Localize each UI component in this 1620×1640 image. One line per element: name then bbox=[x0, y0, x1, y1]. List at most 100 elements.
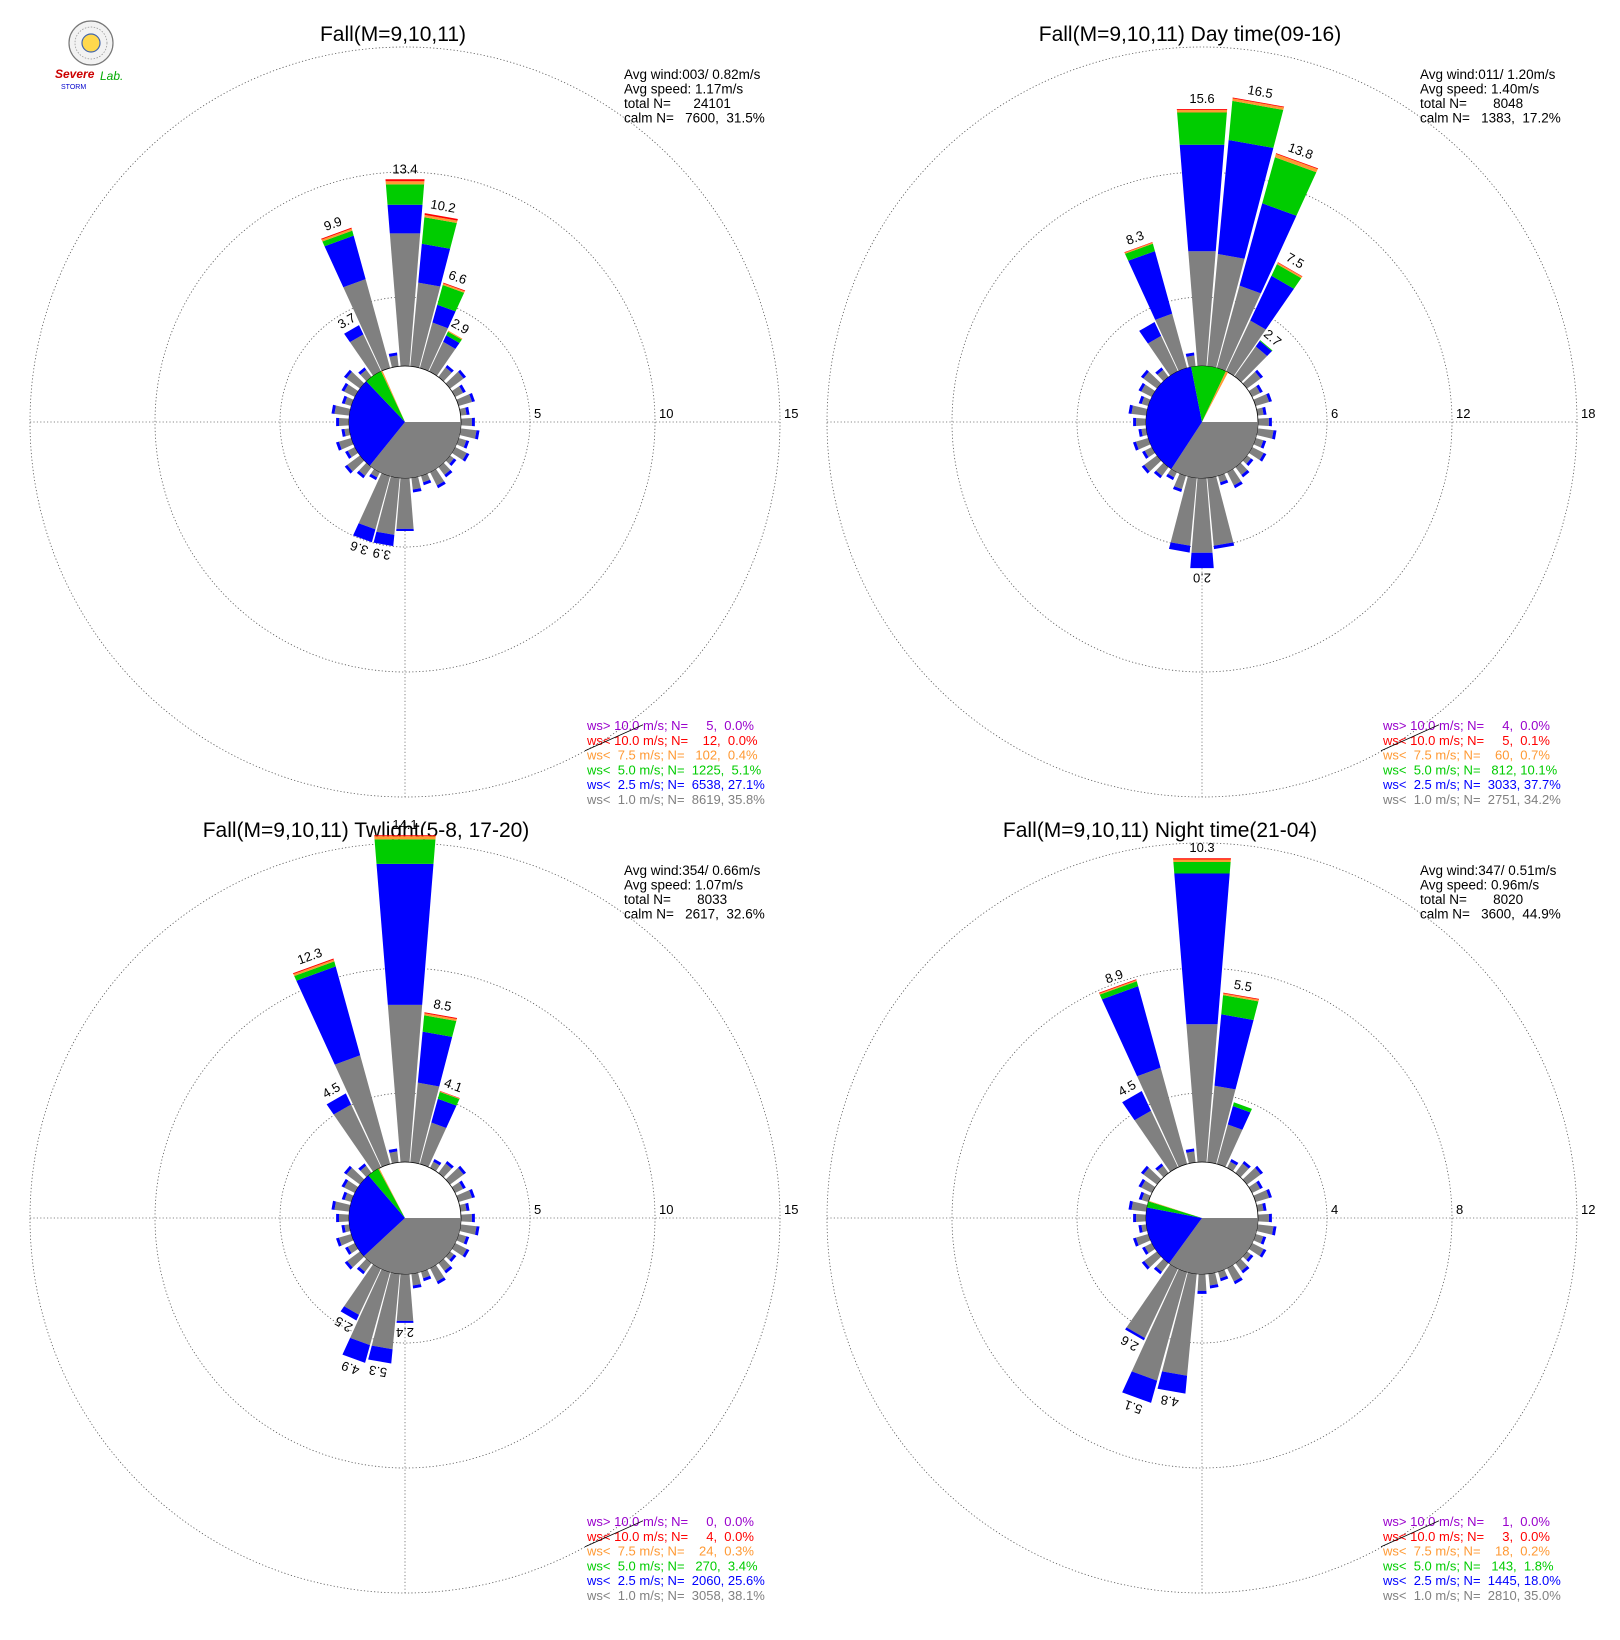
spoke-segment-lt5 bbox=[1262, 157, 1317, 216]
spoke-value-label: 5.1 bbox=[1122, 1397, 1144, 1417]
minor-spoke-gray bbox=[339, 1214, 350, 1222]
spoke-segment-lt2_5 bbox=[296, 966, 361, 1065]
minor-spoke-gray bbox=[338, 1233, 354, 1246]
spoke-segment-lt5 bbox=[1177, 112, 1227, 145]
minor-spoke-gray bbox=[1253, 1233, 1264, 1244]
minor-spoke-gray bbox=[1143, 371, 1162, 389]
minor-spoke-gray bbox=[1197, 1273, 1207, 1291]
minor-spoke-blue bbox=[1268, 1213, 1272, 1223]
minor-spoke-gray bbox=[344, 384, 359, 397]
ring-tick-label: 4 bbox=[1331, 1202, 1338, 1217]
logo-severe-text: Severe bbox=[55, 67, 95, 81]
spoke-segment-lt2_5 bbox=[1227, 1105, 1251, 1130]
spoke-segment-lt7_5 bbox=[1173, 859, 1231, 863]
minor-spoke-gray bbox=[1186, 1151, 1196, 1164]
minor-spoke-gray bbox=[1235, 1163, 1249, 1178]
minor-spoke-gray bbox=[1174, 473, 1187, 490]
minor-spoke-blue bbox=[465, 406, 470, 415]
spoke-value-label: 4.1 bbox=[442, 1075, 464, 1095]
legend-entry-lt2_5: ws< 2.5 m/s; N= 2060, 25.6% bbox=[586, 1573, 765, 1588]
chart-title: Fall(M=9,10,11) Twlight(5-8, 17-20) bbox=[203, 819, 530, 842]
spoke-segment-lt7_5 bbox=[1232, 98, 1284, 110]
minor-spoke-blue bbox=[1219, 479, 1229, 486]
spoke-segment-lt1 bbox=[410, 1082, 440, 1164]
minor-spoke-blue bbox=[1230, 1158, 1239, 1166]
minor-spoke-gray bbox=[339, 418, 350, 426]
minor-spoke-blue bbox=[1246, 458, 1254, 467]
severe-storm-lab-logo: Severe STORM Lab. bbox=[55, 20, 123, 91]
spoke-segment-lt5 bbox=[437, 285, 465, 312]
spoke-segment-lt1 bbox=[1126, 1264, 1178, 1339]
minor-spoke-gray bbox=[1141, 396, 1151, 407]
calm-pie-slice-lt1 bbox=[369, 422, 462, 479]
spoke-segment-lt1 bbox=[358, 472, 391, 530]
spoke-segment-lt2_5 bbox=[1157, 1371, 1188, 1394]
minor-spoke-blue bbox=[341, 1178, 349, 1188]
minor-spoke-blue bbox=[388, 352, 398, 357]
minor-spoke-gray bbox=[1227, 468, 1242, 486]
wind-rose-panel-3: Fall(M=9,10,11) Twlight(5-8, 17-20) 5 10 15… bbox=[29, 817, 798, 1603]
minor-spoke-gray bbox=[1217, 473, 1228, 483]
minor-spoke-gray bbox=[1136, 418, 1147, 426]
spoke-segment-lt10 bbox=[374, 835, 436, 837]
minor-spoke-blue bbox=[1272, 430, 1277, 440]
calm-pie-slice-lt5 bbox=[1146, 1201, 1202, 1218]
minor-spoke-gray bbox=[411, 476, 421, 490]
spoke-segment-lt5 bbox=[374, 839, 436, 864]
minor-spoke-blue bbox=[1241, 1265, 1250, 1274]
minor-spoke-blue bbox=[1142, 450, 1149, 459]
minor-spoke-blue bbox=[344, 1260, 353, 1270]
minor-spoke-gray bbox=[358, 1258, 372, 1272]
minor-spoke-gray bbox=[456, 1190, 473, 1203]
calm-pie-slice-lt5 bbox=[368, 1168, 405, 1218]
minor-spoke-gray bbox=[438, 367, 452, 382]
minor-spoke-gray bbox=[1257, 1213, 1269, 1223]
spoke-value-label: 4.9 bbox=[339, 1358, 361, 1378]
spoke-segment-lt2_5 bbox=[1250, 275, 1294, 330]
spoke-segment-lt10 bbox=[1098, 979, 1137, 994]
ring-tick-label: 6 bbox=[1331, 406, 1338, 421]
minor-spoke-blue bbox=[1254, 369, 1264, 379]
logo-storm-text: STORM bbox=[61, 84, 86, 91]
spoke-segment-lt7_5 bbox=[293, 959, 335, 977]
spoke-segment-lt7_5 bbox=[385, 181, 425, 185]
minor-spoke-blue bbox=[449, 458, 457, 467]
spoke-segment-lt1 bbox=[371, 1272, 400, 1350]
spoke-segment-lt7_5 bbox=[424, 1013, 457, 1021]
spoke-segment-lt2_5 bbox=[1101, 986, 1161, 1077]
spoke-segment-lt5 bbox=[322, 230, 354, 247]
minor-spoke-gray bbox=[445, 1251, 455, 1260]
minor-spoke-blue bbox=[462, 1248, 470, 1258]
range-ring bbox=[154, 171, 656, 673]
spoke-segment-lt1 bbox=[1191, 477, 1213, 553]
minor-spoke-blue bbox=[436, 1277, 446, 1285]
minor-spoke-blue bbox=[1197, 1290, 1207, 1294]
spoke-segment-lt10 bbox=[1275, 153, 1319, 170]
minor-spoke-blue bbox=[341, 382, 349, 392]
stats-line: calm N= 3600, 44.9% bbox=[1420, 907, 1561, 922]
minor-spoke-blue bbox=[1185, 1148, 1195, 1153]
minor-spoke-blue bbox=[1242, 1160, 1251, 1169]
minor-spoke-gray bbox=[460, 417, 472, 427]
spoke-segment-lt2_5 bbox=[373, 531, 395, 547]
minor-spoke-blue bbox=[1256, 1180, 1263, 1189]
minor-spoke-blue bbox=[1260, 1236, 1267, 1245]
minor-spoke-gray bbox=[451, 1182, 464, 1193]
minor-spoke-blue bbox=[469, 1188, 475, 1199]
minor-spoke-blue bbox=[1262, 1202, 1267, 1211]
minor-spoke-gray bbox=[456, 394, 473, 407]
minor-spoke-blue bbox=[1259, 452, 1267, 462]
spoke-value-label: 2.0 bbox=[1193, 571, 1211, 586]
minor-spoke-blue bbox=[1262, 406, 1267, 415]
spoke-segment-lt1 bbox=[1207, 476, 1234, 546]
spoke-segment-lt7_5 bbox=[1276, 262, 1303, 279]
minor-spoke-blue bbox=[1141, 464, 1150, 474]
range-ring bbox=[951, 171, 1453, 673]
spoke-segment-lt1 bbox=[1155, 313, 1188, 372]
minor-spoke-gray bbox=[459, 1203, 467, 1212]
legend-entry-lt5: ws< 5.0 m/s; N= 270, 3.4% bbox=[586, 1558, 758, 1573]
spoke-segment-lt1 bbox=[1134, 1110, 1178, 1172]
minor-spoke-gray bbox=[346, 1167, 365, 1185]
minor-spoke-blue bbox=[388, 1148, 398, 1153]
minor-spoke-blue bbox=[341, 395, 348, 405]
